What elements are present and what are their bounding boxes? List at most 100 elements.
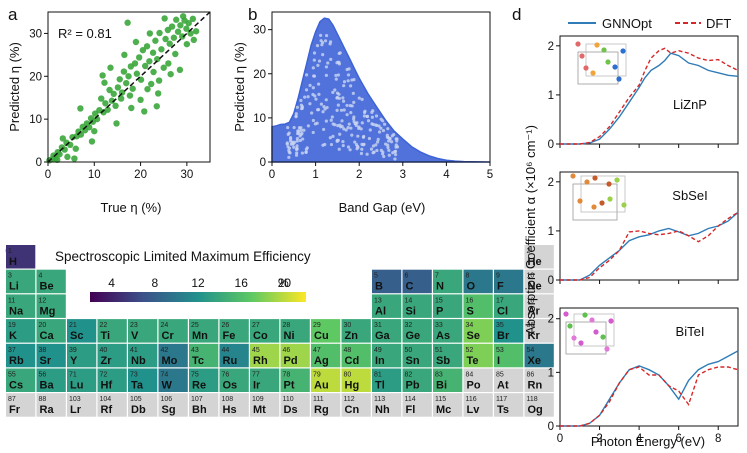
- element-cell-bg: [6, 393, 36, 417]
- element-number: 25: [191, 322, 199, 329]
- element-number: 71: [69, 372, 77, 379]
- element-number: 40: [100, 347, 108, 354]
- crystal-atom: [594, 42, 600, 48]
- a-point: [139, 46, 147, 54]
- element-number: 72: [100, 372, 108, 379]
- element-symbol: Pb: [406, 380, 420, 392]
- element-number: 85: [496, 372, 504, 379]
- element-symbol: Co: [253, 330, 268, 342]
- d-material-label-bitei: BiTeI: [676, 324, 705, 339]
- crystal-atom: [621, 202, 627, 208]
- element-cell-bg: [128, 368, 158, 392]
- a-point: [141, 108, 148, 115]
- b-point: [355, 121, 359, 125]
- b-point: [350, 133, 354, 137]
- element-cell-h: 1H: [6, 245, 36, 269]
- element-symbol: In: [375, 355, 385, 367]
- colorbar-tick-label: 4: [108, 276, 115, 290]
- element-symbol: Cu: [314, 330, 329, 342]
- b-point: [311, 66, 315, 70]
- element-number: 12: [39, 297, 47, 304]
- b-point: [348, 148, 352, 152]
- a-ytick-label: 20: [29, 71, 42, 83]
- element-cell-bg: [524, 393, 554, 417]
- element-symbol: Tc: [192, 355, 204, 367]
- crystal-cell-front: [577, 51, 619, 85]
- b-point: [366, 119, 371, 123]
- d-sbsei-frame: [559, 171, 739, 281]
- element-cell-bg: [494, 294, 524, 318]
- element-cell-bg: [311, 368, 341, 392]
- element-number: 32: [405, 322, 413, 329]
- a-point: [177, 22, 184, 29]
- b-point: [323, 107, 327, 111]
- b-point: [331, 134, 335, 138]
- b-point: [296, 129, 300, 133]
- a-points: [46, 11, 211, 164]
- element-number: 41: [130, 347, 138, 354]
- b-point: [306, 95, 310, 99]
- a-point: [168, 23, 176, 30]
- element-symbol: Cn: [345, 404, 360, 416]
- element-cell-bg: [341, 319, 371, 343]
- b-point: [370, 115, 374, 119]
- element-symbol: Y: [70, 355, 78, 367]
- b-point: [320, 41, 325, 45]
- b-point: [370, 122, 374, 126]
- a-point: [192, 28, 200, 35]
- element-symbol: Po: [467, 380, 481, 392]
- d-liznp-gnnopt-line: [560, 52, 739, 145]
- element-symbol: Rf: [101, 404, 113, 416]
- a-point: [156, 29, 163, 37]
- d-liznp-ytick-label: 2: [548, 41, 554, 53]
- element-symbol: B: [375, 281, 383, 293]
- d-liznp-ytick-label: 0: [548, 139, 554, 151]
- element-symbol: Al: [375, 305, 386, 317]
- element-symbol: Ni: [284, 330, 295, 342]
- element-number: 3: [8, 273, 12, 280]
- element-number: 17: [496, 297, 504, 304]
- element-cell-bg: [36, 393, 66, 417]
- element-cell-bg: [6, 245, 36, 269]
- b-point: [382, 122, 387, 126]
- b-point: [300, 131, 304, 135]
- b-point: [311, 130, 315, 135]
- element-number: 31: [374, 322, 382, 329]
- element-cell-bg: [6, 269, 36, 294]
- b-point: [316, 82, 321, 86]
- crystal-atom: [584, 179, 590, 185]
- b-point: [387, 148, 391, 152]
- element-symbol: Mc: [436, 404, 451, 416]
- crystal-atom: [593, 329, 599, 335]
- element-number: 26: [222, 322, 230, 329]
- b-point: [353, 140, 357, 144]
- a-point: [106, 86, 113, 94]
- element-symbol: Rh: [253, 355, 268, 367]
- element-symbol: Ar: [528, 305, 541, 317]
- element-symbol: S: [467, 305, 474, 317]
- element-cell-bg: [280, 319, 310, 343]
- b-frame: [271, 11, 491, 163]
- b-point: [329, 142, 334, 147]
- d-ylabel: Absorption Coefficient α (×10⁶ cm⁻¹): [523, 125, 538, 335]
- element-number: 52: [466, 347, 474, 354]
- b-point: [374, 123, 378, 127]
- element-number: 34: [466, 322, 474, 329]
- b-point: [381, 128, 386, 133]
- element-symbol: Ba: [40, 380, 55, 392]
- element-symbol: Hs: [223, 404, 237, 416]
- b-point: [346, 79, 350, 83]
- element-number: 77: [252, 372, 260, 379]
- b-point: [360, 147, 364, 151]
- b-point: [312, 74, 317, 78]
- b-point: [314, 97, 318, 101]
- element-cell-bg: [189, 343, 219, 368]
